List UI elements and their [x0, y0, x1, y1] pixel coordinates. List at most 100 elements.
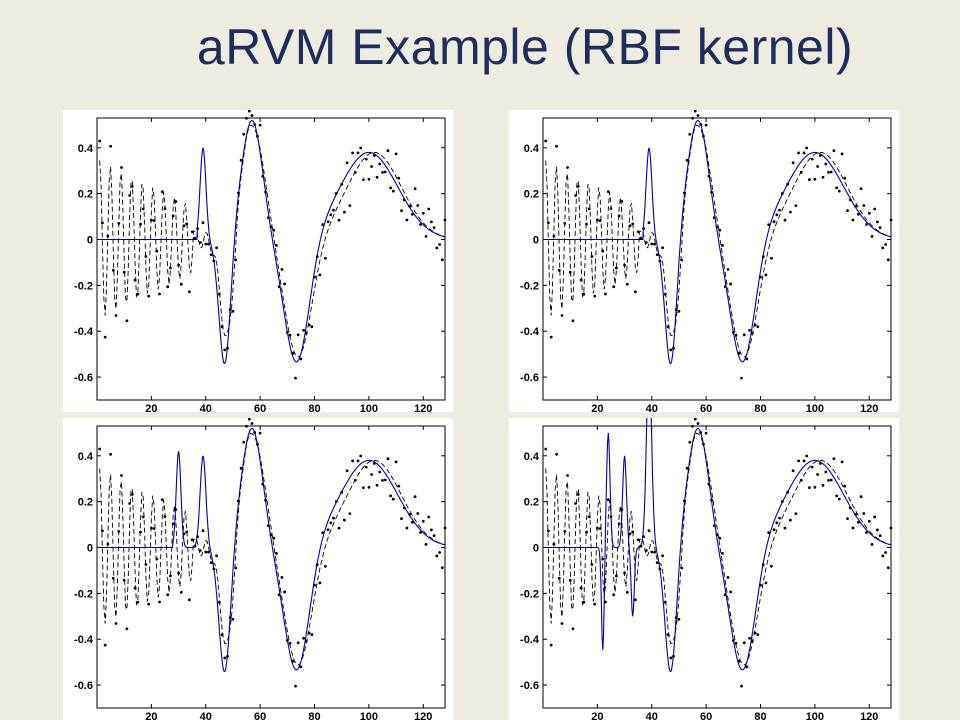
data-point — [737, 660, 741, 663]
y-tick-label: 0 — [87, 235, 93, 247]
data-point — [612, 593, 616, 597]
data-point — [438, 243, 441, 246]
x-tick-label: 80 — [754, 403, 766, 412]
x-tick-label: 60 — [700, 711, 712, 720]
data-point — [832, 457, 836, 461]
data-point — [843, 176, 847, 180]
data-point — [427, 207, 431, 211]
data-point — [786, 490, 790, 494]
data-point — [810, 465, 814, 469]
data-point — [438, 551, 441, 554]
data-point — [136, 600, 140, 604]
data-point — [397, 176, 401, 180]
data-point — [397, 484, 401, 488]
data-point — [748, 636, 751, 640]
data-point — [329, 213, 333, 217]
data-point — [122, 270, 126, 274]
data-point — [122, 578, 126, 582]
data-point — [101, 529, 104, 533]
data-point — [851, 218, 855, 222]
data-point — [114, 314, 118, 317]
data-point — [285, 639, 289, 642]
data-point — [163, 515, 167, 518]
x-tick-label: 40 — [200, 403, 212, 412]
data-point — [198, 549, 202, 552]
data-point — [334, 500, 338, 503]
x-tick-label: 20 — [145, 711, 157, 720]
data-point — [356, 151, 360, 155]
data-point — [177, 571, 180, 575]
data-point — [759, 583, 762, 587]
data-point — [821, 483, 825, 487]
data-point — [549, 335, 553, 339]
data-point — [185, 222, 189, 226]
data-point — [799, 478, 803, 482]
data-point — [778, 516, 781, 520]
data-point — [128, 194, 131, 197]
data-point — [818, 154, 822, 157]
data-point — [590, 563, 594, 566]
data-point — [650, 550, 654, 554]
data-point — [761, 563, 765, 567]
data-point — [587, 207, 591, 211]
data-point — [786, 182, 790, 186]
data-point — [296, 333, 300, 337]
data-point — [239, 158, 243, 162]
data-point — [805, 146, 809, 150]
data-point — [805, 454, 809, 458]
data-point — [288, 641, 292, 645]
data-point — [859, 495, 863, 499]
data-point — [555, 452, 558, 456]
y-tick-label: -0.6 — [74, 680, 93, 692]
data-point — [174, 200, 178, 203]
data-point — [832, 149, 836, 153]
data-point — [851, 526, 855, 530]
data-point — [421, 211, 425, 215]
series-arvm-fit — [545, 418, 892, 673]
data-point — [579, 278, 583, 282]
data-point — [432, 534, 436, 537]
data-point — [857, 212, 860, 216]
data-point — [337, 526, 341, 530]
data-point — [612, 285, 616, 289]
data-point — [430, 220, 433, 224]
data-point — [794, 512, 798, 515]
data-point — [400, 517, 403, 520]
data-point — [576, 493, 580, 496]
data-point — [326, 528, 330, 532]
data-point — [139, 222, 142, 226]
data-point — [699, 123, 703, 126]
data-point — [585, 530, 588, 534]
data-point — [427, 515, 431, 519]
data-point — [636, 230, 640, 234]
data-point — [405, 526, 409, 530]
data-point — [280, 576, 284, 579]
data-point — [772, 528, 776, 532]
data-point — [835, 494, 838, 498]
data-point — [813, 485, 817, 489]
data-point — [220, 325, 224, 329]
data-point — [413, 495, 417, 499]
data-point — [326, 220, 330, 224]
data-point — [808, 178, 811, 181]
y-tick-label: -0.6 — [520, 372, 539, 384]
data-point — [220, 633, 224, 637]
x-tick-label: 20 — [145, 403, 157, 412]
data-point — [402, 506, 406, 510]
data-point — [340, 182, 344, 186]
data-point — [715, 225, 719, 229]
data-point — [740, 684, 743, 688]
y-tick-label: 0.2 — [524, 497, 539, 509]
data-point — [712, 524, 716, 527]
data-point — [756, 633, 760, 637]
data-point — [846, 517, 849, 520]
data-point — [372, 154, 376, 157]
data-point — [171, 214, 175, 218]
data-point — [329, 521, 333, 525]
data-point — [111, 268, 115, 272]
data-point — [204, 550, 208, 554]
data-point — [672, 346, 675, 350]
data-point — [198, 241, 202, 244]
data-point — [169, 574, 172, 578]
data-point — [669, 348, 673, 352]
